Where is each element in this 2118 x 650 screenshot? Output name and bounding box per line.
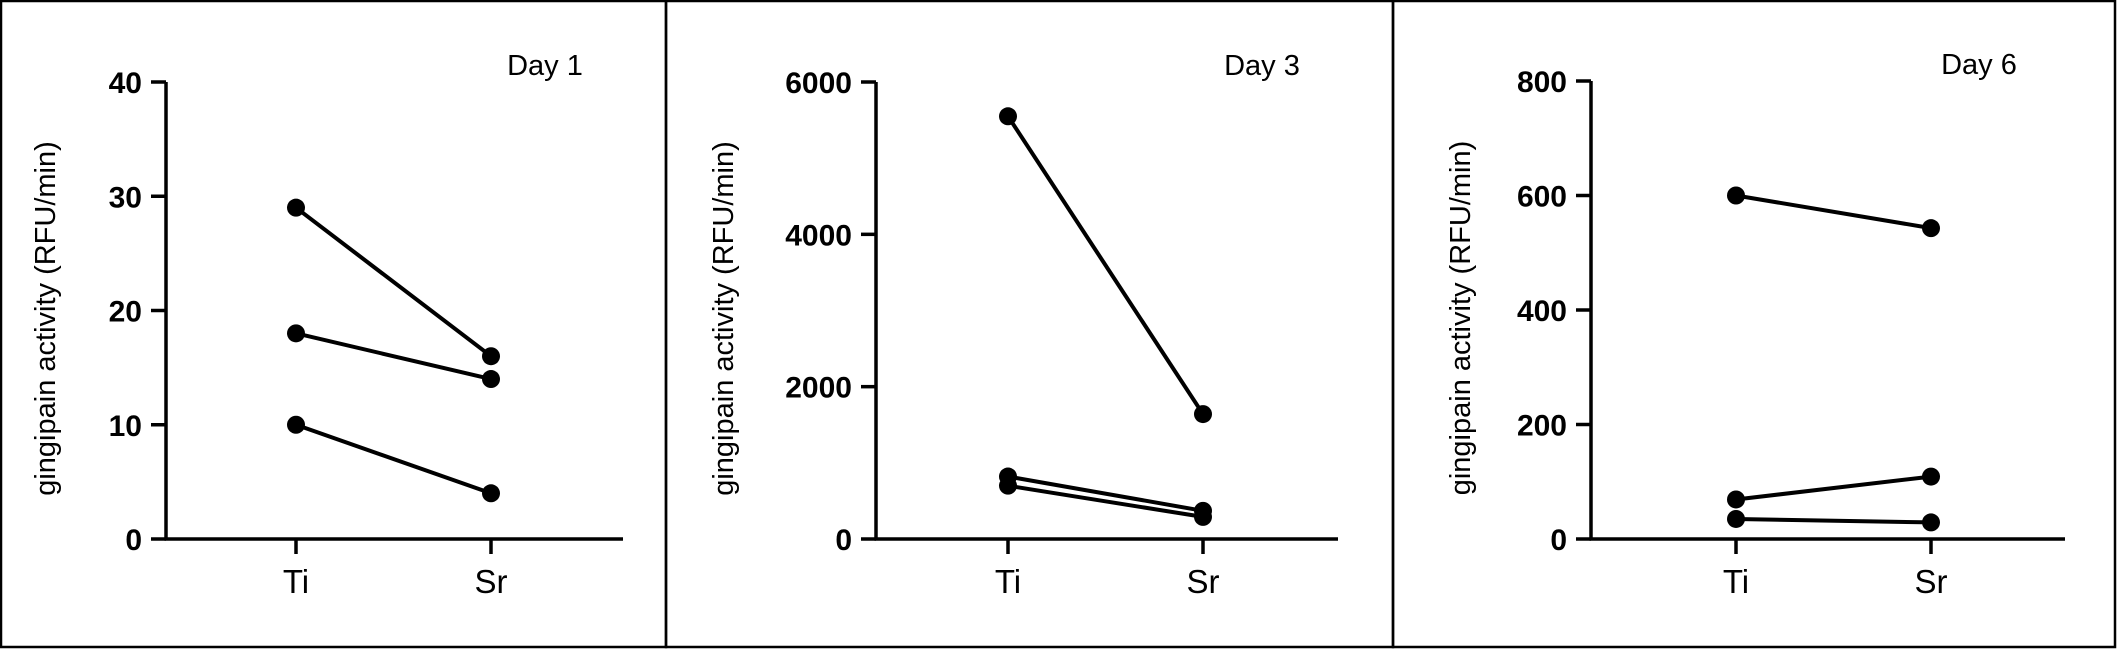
y-tick-label: 6000 [785, 67, 852, 100]
y-tick-label: 800 [1517, 66, 1567, 99]
y-tick-label: 10 [109, 410, 142, 443]
y-tick-label: 2000 [785, 372, 852, 405]
chart-panel: 0 2000 4000 6000 Ti Sr gingipain activity (RFU… [664, 0, 1395, 649]
x-tick-label: Ti [995, 563, 1021, 600]
chart-panel: 0 200 400 600 800 Ti Sr gingipain activity (RFU… [1391, 0, 2117, 649]
chart-title: Day 3 [1224, 50, 1300, 82]
chart-panel: 0 10 20 30 40 Ti Sr gingipain activity (RFU/min… [0, 0, 668, 649]
data-point [287, 324, 305, 343]
x-tick-label: Ti [283, 563, 309, 600]
data-point [1922, 467, 1940, 486]
panel-border [1391, 0, 2117, 649]
data-point [1922, 513, 1940, 532]
x-tick-label: Sr [1187, 563, 1220, 600]
data-point [1727, 509, 1745, 528]
y-axis-label: gingipain activity (RFU/min) [708, 141, 740, 496]
y-tick-label: 20 [109, 296, 142, 329]
series-line [294, 206, 493, 358]
y-axis-label: gingipain activity (RFU/min) [1445, 141, 1477, 496]
series-line [1007, 474, 1204, 513]
y-tick-label: 600 [1517, 181, 1567, 214]
y-tick-label: 40 [109, 67, 142, 100]
y-tick-label: 0 [835, 524, 852, 557]
series-line [1006, 115, 1205, 416]
y-tick-label: 200 [1517, 410, 1567, 443]
data-point [482, 347, 500, 366]
series-line [295, 331, 492, 381]
y-tick-label: 400 [1517, 295, 1567, 328]
series-line [1735, 516, 1932, 525]
data-point [999, 107, 1017, 126]
panel-border [0, 0, 668, 649]
data-point [999, 476, 1017, 495]
data-point [1194, 405, 1212, 424]
y-tick-label: 0 [1550, 524, 1567, 557]
y-tick-label: 30 [109, 181, 142, 214]
data-point [1727, 186, 1745, 205]
x-tick-label: Sr [475, 563, 508, 600]
series-line [1007, 483, 1204, 519]
data-point [482, 370, 500, 389]
chart-title: Day 1 [507, 50, 583, 82]
y-tick-label: 4000 [785, 219, 852, 252]
panel-border [664, 0, 1395, 649]
y-tick-label: 0 [125, 524, 142, 557]
data-point [1194, 507, 1212, 526]
series-line [1735, 474, 1932, 502]
x-tick-label: Sr [1915, 563, 1948, 600]
x-tick-label: Ti [1723, 563, 1749, 600]
data-point [1727, 490, 1745, 509]
data-point [287, 198, 305, 217]
chart-title: Day 6 [1941, 49, 2017, 81]
data-point [482, 484, 500, 503]
data-point [287, 415, 305, 434]
y-axis-label: gingipain activity (RFU/min) [30, 141, 62, 496]
data-point [1922, 219, 1940, 238]
series-line [1735, 193, 1932, 231]
series-line [295, 422, 492, 496]
